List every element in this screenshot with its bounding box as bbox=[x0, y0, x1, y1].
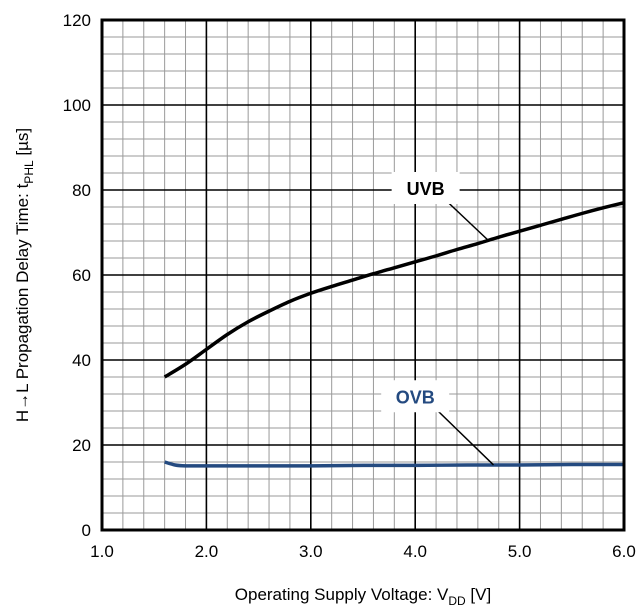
y-tick-label: 100 bbox=[63, 96, 91, 115]
annotation-layer: UVB OVB bbox=[381, 172, 495, 466]
x-axis-title: Operating Supply Voltage: VDD [V] bbox=[235, 585, 491, 608]
x-tick-label: 6.0 bbox=[612, 542, 636, 561]
annotation-box-ovb bbox=[381, 380, 450, 413]
plot-frame bbox=[100, 18, 626, 532]
x-tick-label: 4.0 bbox=[403, 542, 427, 561]
y-axis-title-main: H→L Propagation Delay Time: t bbox=[13, 183, 32, 422]
y-tick-labels: 0 20 40 60 80 100 120 bbox=[63, 11, 91, 540]
grid-major bbox=[102, 20, 624, 530]
x-tick-label: 5.0 bbox=[508, 542, 532, 561]
x-tick-label: 1.0 bbox=[90, 542, 114, 561]
y-tick-label: 0 bbox=[82, 521, 91, 540]
annotation-label-ovb: OVB bbox=[396, 387, 435, 407]
x-axis-title-sub: DD bbox=[448, 594, 466, 608]
y-axis-title-unit: [µs] bbox=[13, 128, 32, 160]
annotation-box-uvb bbox=[391, 172, 460, 204]
series-line-uvb bbox=[163, 201, 625, 379]
annotation-label-uvb: UVB bbox=[407, 179, 445, 199]
y-axis-title-sub: PHL bbox=[22, 160, 36, 184]
y-axis-title: H→L Propagation Delay Time: tPHL [µs] bbox=[13, 128, 36, 422]
x-tick-labels: 1.0 2.0 3.0 4.0 5.0 6.0 bbox=[90, 542, 636, 561]
y-tick-label: 40 bbox=[72, 351, 91, 370]
series-layer bbox=[163, 201, 625, 468]
annotation-leader-uvb bbox=[447, 201, 489, 241]
x-tick-label: 2.0 bbox=[195, 542, 219, 561]
x-axis-title-unit: [V] bbox=[466, 585, 492, 604]
x-axis-title-main: Operating Supply Voltage: V bbox=[235, 585, 449, 604]
y-tick-label: 80 bbox=[72, 181, 91, 200]
x-tick-label: 3.0 bbox=[299, 542, 323, 561]
y-tick-label: 60 bbox=[72, 266, 91, 285]
y-tick-label: 20 bbox=[72, 436, 91, 455]
series-line-ovb bbox=[164, 460, 625, 468]
y-tick-label: 120 bbox=[63, 11, 91, 30]
annotation-leader-ovb bbox=[436, 409, 495, 466]
